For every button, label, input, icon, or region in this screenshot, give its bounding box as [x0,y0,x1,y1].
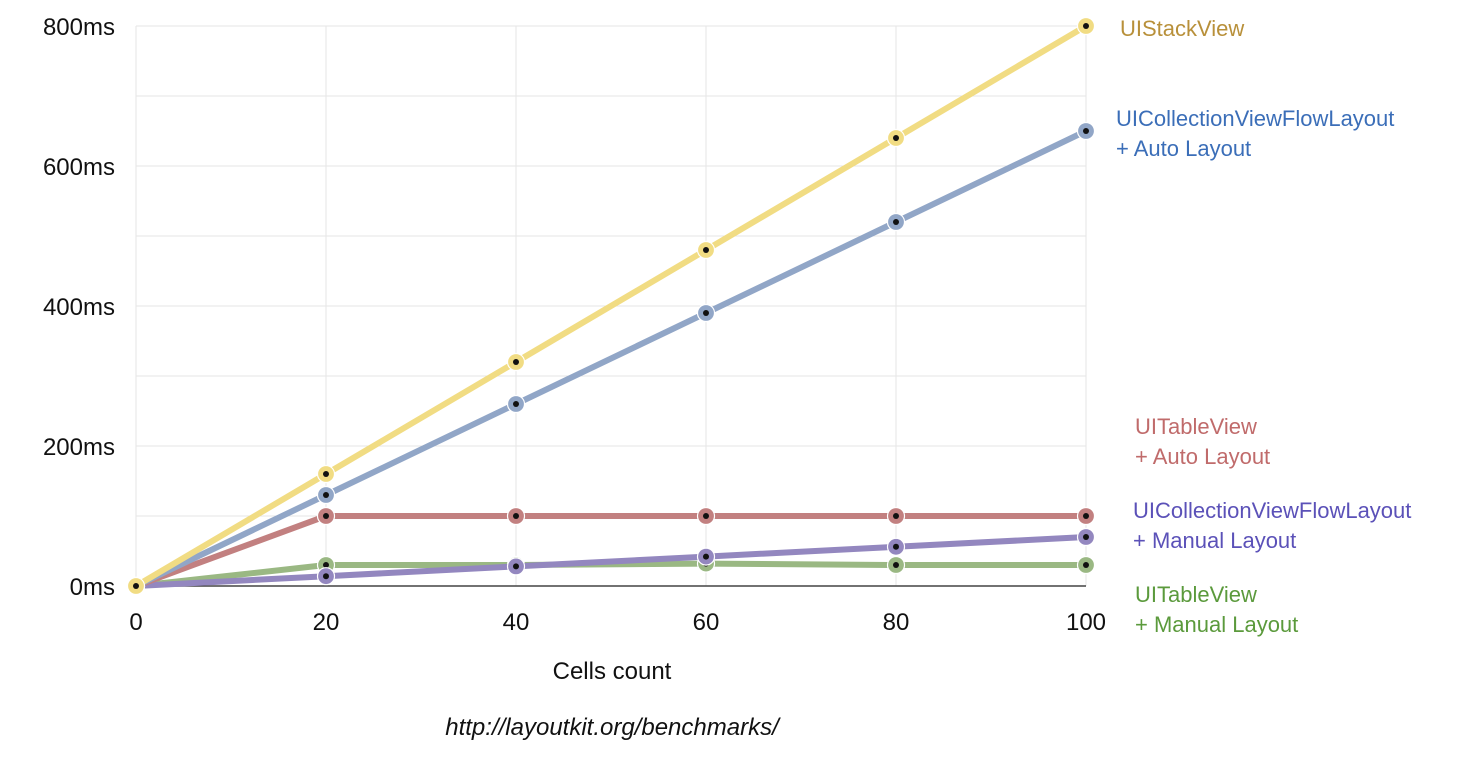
data-point-dot [133,583,139,589]
series-label-0-line-1: + Manual Layout [1135,612,1298,637]
series-layer [126,16,1096,596]
data-point-dot [1083,534,1089,540]
y-tick-label-0: 0ms [70,574,115,601]
series-line-2 [133,513,1089,589]
x-tick-label-5: 100 [1066,609,1106,636]
data-point-dot [703,310,709,316]
data-point-dot [1083,513,1089,519]
series-label-2-line-0: UITableView [1135,414,1257,439]
data-point-dot [893,562,899,568]
data-point-dot [513,563,519,570]
x-tick-label-4: 80 [883,609,910,636]
series-label-3-line-1: + Auto Layout [1116,136,1251,161]
data-point-dot [703,553,709,560]
series-label-1-line-0: UICollectionViewFlowLayout [1133,498,1411,523]
data-point-dot [893,219,899,225]
data-point-dot [893,135,899,141]
x-tick-label-2: 40 [503,609,530,636]
series-label-1-line-1: + Manual Layout [1133,528,1296,553]
data-point-dot [323,573,329,580]
data-point-dot [893,513,899,519]
data-point-dot [1083,23,1089,29]
data-point-dot [513,513,519,519]
grid-layer [135,25,1087,587]
series-line-4 [133,23,1089,589]
x-tick-label-3: 60 [693,609,720,636]
x-tick-label-0: 0 [129,609,142,636]
series-1 [126,527,1096,596]
data-point-dot [893,543,899,550]
data-point-dot [1083,128,1089,134]
labels-layer: UITableView + Manual Layout UICollectionVi… [1116,16,1411,637]
series-line-0 [133,560,1089,589]
data-point-dot [323,562,329,568]
data-point-dot [703,247,709,253]
series-label-4-line-0: UIStackView [1120,16,1244,41]
series-label-3-line-0: UICollectionViewFlowLayout [1116,106,1394,131]
series-3 [126,121,1096,596]
x-axis-title: Cells count [553,658,672,685]
data-point-dot [323,471,329,477]
y-tick-label-4: 800ms [43,14,115,41]
series-label-0-line-0: UITableView [1135,582,1257,607]
y-tick-label-1: 200ms [43,434,115,461]
data-point-dot [1083,562,1089,568]
series-label-2-line-1: + Auto Layout [1135,444,1270,469]
data-point-dot [323,513,329,519]
y-tick-label-3: 600ms [43,154,115,181]
series-line-3 [133,128,1089,589]
series-2 [126,506,1096,596]
data-point-dot [513,401,519,407]
series-line-1 [133,534,1089,589]
source-text: http://layoutkit.org/benchmarks/ [445,714,781,741]
series-4 [126,16,1096,596]
data-point-dot [703,513,709,519]
axes-layer: 0 20 40 60 80 100 0ms 200ms 400ms 600ms 800ms [43,14,1106,636]
x-tick-label-1: 20 [313,609,340,636]
y-tick-label-2: 400ms [43,294,115,321]
data-point-dot [323,492,329,498]
data-point-dot [513,359,519,365]
